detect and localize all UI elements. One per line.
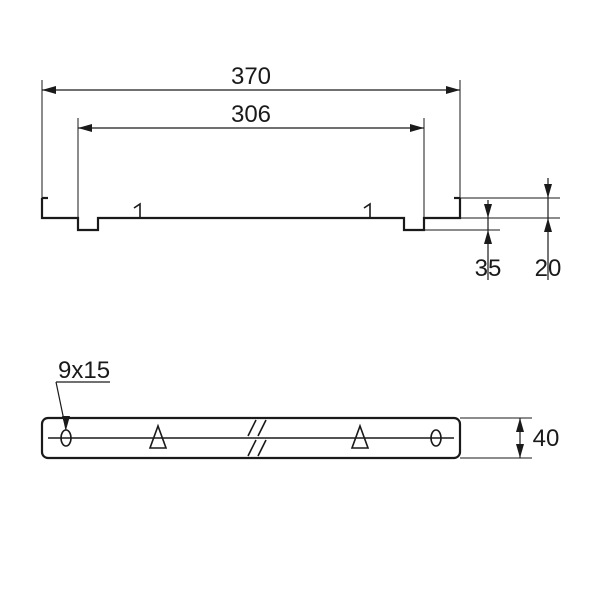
dim-20-text: 20 [535,255,562,282]
slot-size-text: 9x15 [58,357,110,384]
bottom-view: 9x15 40 [42,357,559,458]
profile-outline [42,198,460,230]
dim-40-text: 40 [533,425,560,452]
dim-306: 306 [78,101,424,218]
dim-35: 35 [424,200,501,282]
technical-drawing: 370 306 20 [0,0,600,600]
top-view: 370 306 20 [42,63,561,282]
dim-306-text: 306 [231,101,271,128]
dim-370: 370 [42,63,460,198]
lance-2 [352,426,368,448]
dim-35-text: 35 [475,255,502,282]
dim-370-text: 370 [231,63,271,90]
dim-40: 40 [460,418,559,458]
lance-1 [150,426,166,448]
